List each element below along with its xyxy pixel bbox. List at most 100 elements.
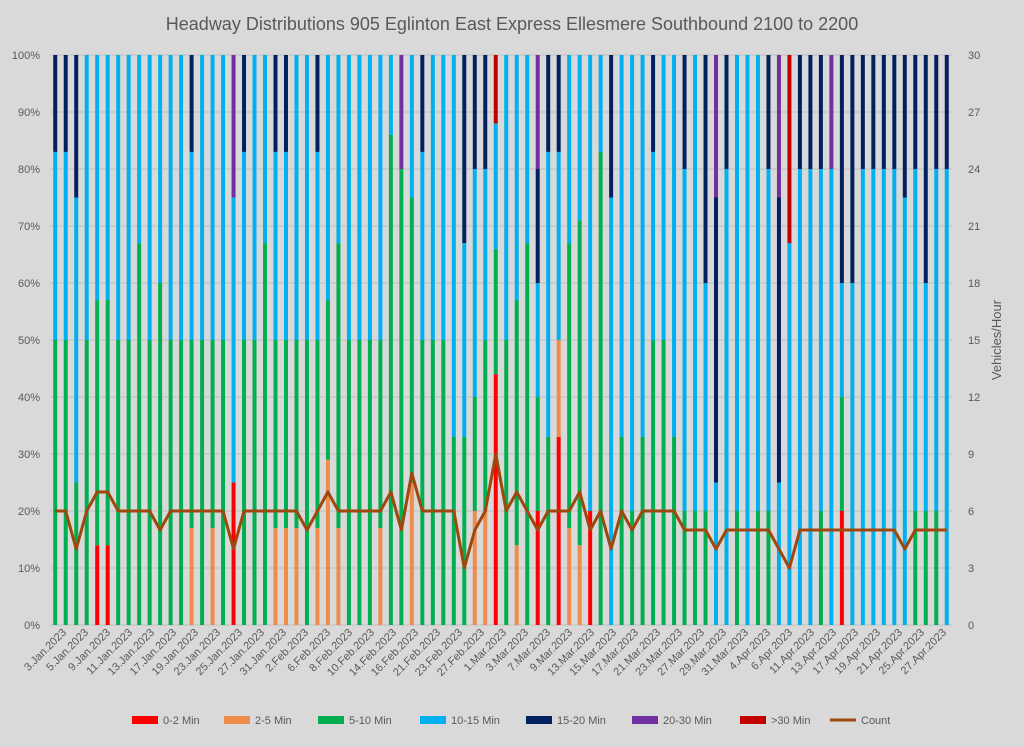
- bar-segment-4: [504, 55, 509, 340]
- bar-segment-4: [535, 283, 540, 397]
- bar-segment-3: [766, 511, 771, 625]
- bar-segment-2: [472, 511, 477, 625]
- y2-tick-label: 30: [968, 50, 980, 62]
- bar-segment-3: [483, 340, 488, 511]
- bar-segment-1: [588, 511, 593, 625]
- bar-segment-4: [483, 169, 488, 340]
- bar-segment-3: [923, 511, 928, 625]
- bar-segment-3: [430, 340, 435, 625]
- bar-segment-4: [336, 55, 341, 244]
- bar-segment-3: [137, 243, 142, 625]
- bar-segment-4: [860, 169, 865, 625]
- bar-segment-3: [388, 134, 393, 626]
- bar-segment-3: [640, 436, 645, 625]
- bar-segment-4: [378, 55, 383, 340]
- chart-title: Headway Distributions 905 Eglinton East …: [166, 14, 858, 34]
- bar-segment-5: [651, 55, 656, 152]
- bar-segment-6: [714, 55, 719, 198]
- bar-segment-5: [74, 55, 79, 198]
- bar-segment-1: [105, 545, 110, 625]
- bar-segment-4: [776, 482, 781, 625]
- y-tick-label: 20%: [18, 506, 40, 518]
- bar-segment-4: [273, 151, 278, 340]
- bar-segment-3: [126, 340, 131, 625]
- y2-tick-label: 6: [968, 506, 974, 518]
- bar-segment-3: [189, 340, 194, 529]
- bar-segment-3: [221, 340, 226, 625]
- gridlines: [50, 54, 952, 626]
- bar-segment-4: [315, 151, 320, 340]
- bar-segment-4: [242, 151, 247, 340]
- bar-segment-3: [283, 340, 288, 529]
- bar-segment-2: [210, 528, 215, 625]
- count-line: [55, 452, 947, 570]
- bar-segment-6: [829, 55, 834, 169]
- bar-segment-5: [714, 197, 719, 483]
- bar-segment-4: [734, 55, 739, 511]
- count-line-layer: [55, 452, 947, 570]
- bar-segment-4: [325, 55, 330, 301]
- bar-segment-3: [53, 340, 58, 625]
- legend-label: 5-10 Min: [349, 715, 392, 727]
- bar-segment-5: [682, 55, 687, 169]
- bar-segment-4: [462, 243, 467, 437]
- bar-segment-4: [409, 55, 414, 198]
- bar-segment-3: [399, 169, 404, 625]
- bar-segment-3: [84, 340, 89, 625]
- y2-tick-label: 0: [968, 620, 974, 632]
- bar-segment-5: [808, 55, 813, 169]
- bar-segment-3: [294, 340, 299, 529]
- bar-segment-5: [860, 55, 865, 169]
- bar-segment-5: [724, 55, 729, 169]
- bar-segment-4: [839, 283, 844, 397]
- bar-segment-2: [325, 459, 330, 625]
- bar-segment-4: [630, 55, 635, 511]
- bar-segment-4: [724, 169, 729, 625]
- bar-segment-4: [682, 169, 687, 511]
- bar-segment-2: [273, 528, 278, 625]
- bar-segment-5: [776, 197, 781, 483]
- bar-segment-2: [294, 528, 299, 625]
- bar-segment-3: [378, 340, 383, 529]
- bar-segment-5: [242, 55, 247, 152]
- bar-segment-2: [315, 528, 320, 625]
- bar-segment-5: [283, 55, 288, 152]
- bar-segment-4: [672, 55, 677, 437]
- bar-segment-3: [546, 436, 551, 625]
- legend-swatch: [740, 716, 766, 724]
- bar-segment-5: [63, 55, 68, 152]
- bar-segment-4: [609, 197, 614, 625]
- bar-segment-3: [242, 340, 247, 625]
- bar-segment-4: [598, 55, 603, 152]
- y-tick-label: 100%: [12, 50, 40, 62]
- legend-item: >30 Min: [740, 715, 810, 727]
- y2-tick-label: 9: [968, 449, 974, 461]
- y2-tick-label: 3: [968, 563, 974, 575]
- bar-segment-4: [923, 283, 928, 511]
- bar-segment-5: [850, 55, 855, 283]
- bar-segment-3: [336, 243, 341, 529]
- bar-segment-7: [493, 55, 498, 124]
- bar-segment-4: [304, 55, 309, 340]
- bar-segment-3: [913, 511, 918, 625]
- bar-segment-3: [598, 151, 603, 625]
- bar-segment-4: [640, 55, 645, 437]
- bar-segment-4: [95, 55, 100, 301]
- bar-segment-6: [776, 55, 781, 198]
- bar-segment-4: [126, 55, 131, 340]
- y2-tick-label: 21: [968, 221, 980, 233]
- bar-segment-6: [535, 55, 540, 169]
- bar-segment-3: [263, 243, 268, 625]
- bar-segment-4: [808, 169, 813, 625]
- bar-segment-4: [346, 55, 351, 340]
- bar-segment-4: [283, 151, 288, 340]
- bar-segment-1: [556, 436, 561, 625]
- bar-segment-3: [210, 340, 215, 529]
- legend-swatch: [420, 716, 446, 724]
- legend-label: Count: [861, 715, 890, 727]
- bar-segment-2: [577, 545, 582, 625]
- bar-segment-4: [577, 55, 582, 221]
- bar-segment-4: [703, 283, 708, 511]
- stacked-bars: [53, 55, 949, 626]
